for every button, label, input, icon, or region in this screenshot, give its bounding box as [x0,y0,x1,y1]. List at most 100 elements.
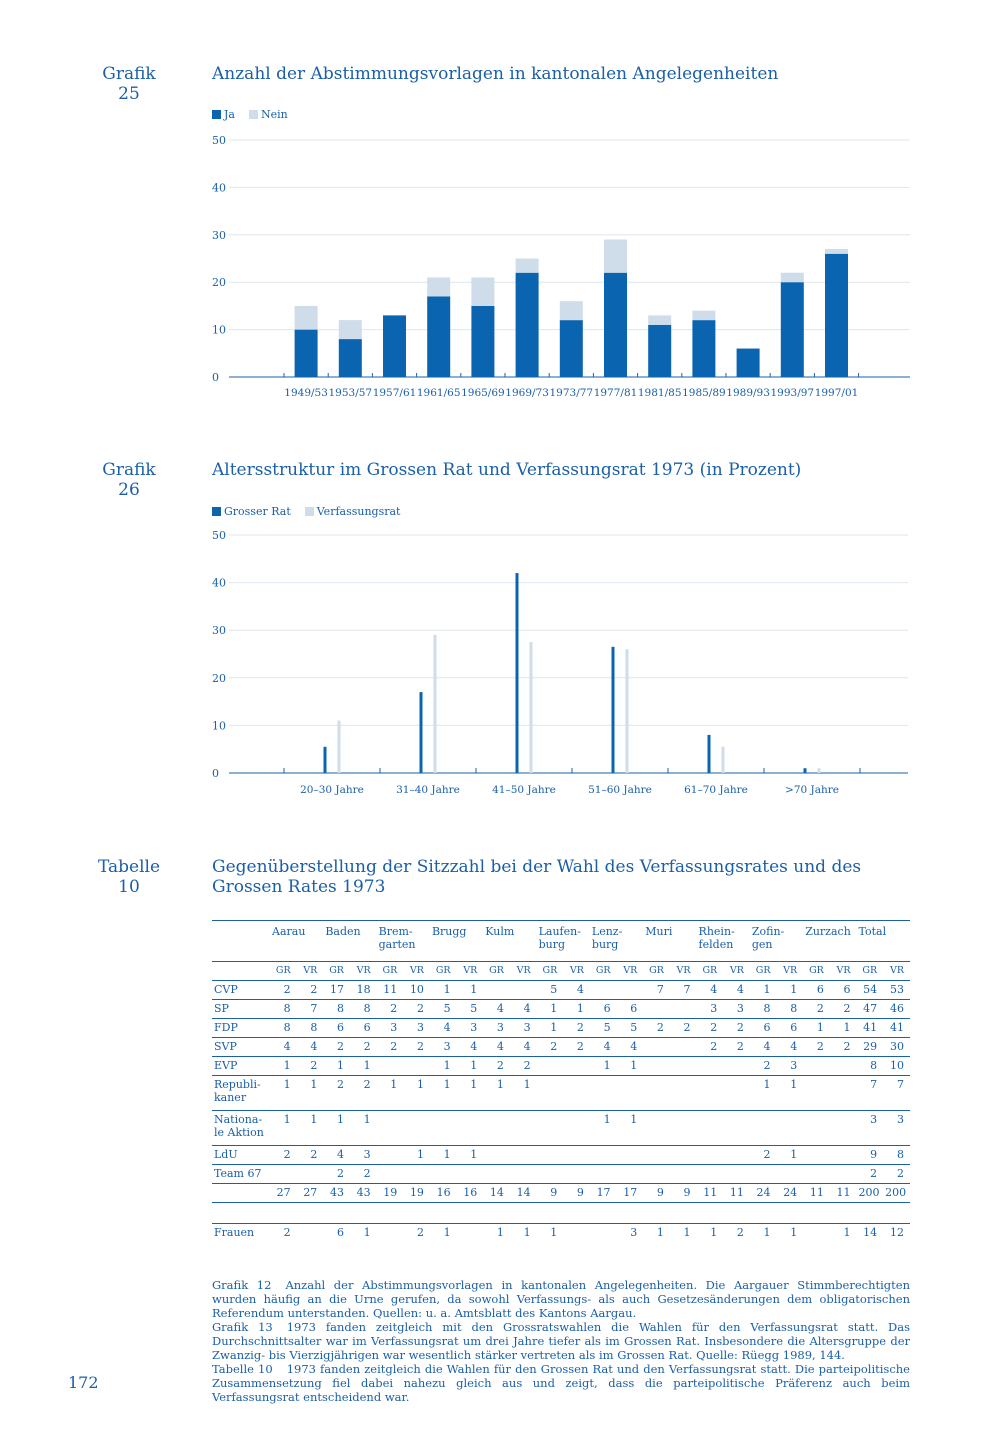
seat-value: 6 [616,999,644,1019]
bar-nein [427,277,451,297]
seat-value: 1 [270,1075,297,1111]
table-label-number: 10 [118,877,140,897]
seat-value [643,1145,670,1165]
sub-header: GR [856,961,884,981]
seat-value: 29 [856,1037,884,1057]
seat-value: 8 [270,1018,297,1038]
seat-value: 27 [270,1183,297,1203]
seat-value [563,1056,590,1076]
legend-swatch-dark [212,507,221,516]
seat-value [643,1037,670,1057]
seat-value [589,1145,617,1165]
seat-value: 4 [483,1037,510,1057]
sub-header: GR [429,961,457,981]
seat-value: 3 [776,1056,804,1076]
y-tick-label: 20 [212,672,226,685]
seat-value: 8 [296,1018,324,1038]
seat-value: 1 [536,1223,564,1242]
chart-title-25: Anzahl der Abstimmungsvorlagen in kanton… [212,64,779,84]
seat-value: 1 [296,1075,324,1111]
seat-value: 4 [509,999,537,1019]
seat-value: 2 [296,1145,324,1165]
seat-value: 4 [429,1018,457,1038]
seat-value: 2 [829,1037,857,1057]
bar-ja [515,272,539,377]
seat-value [376,1110,404,1146]
district-header: Aarau [270,920,324,962]
seat-value: 43 [323,1183,350,1203]
sub-header: GR [643,961,670,981]
bar-nein [604,239,627,273]
seat-value [723,1110,750,1146]
seat-value [669,1075,697,1111]
table-label-word: Tabelle [97,857,161,877]
seat-value [669,1145,697,1165]
seat-value: 12 [883,1223,910,1242]
x-tick-label: 1977/81 [594,387,638,399]
x-tick-label: 1973/77 [549,387,593,399]
seat-value [483,1164,510,1184]
party-label: SVP [212,1037,270,1057]
seat-value: 1 [509,1223,537,1242]
seat-value: 1 [403,1145,430,1165]
seat-value: 4 [270,1037,297,1057]
seat-value: 11 [829,1183,857,1203]
y-tick-label: 0 [212,371,219,384]
seat-value [536,1164,564,1184]
seat-value: 1 [270,1110,297,1146]
seat-value: 24 [749,1183,777,1203]
seat-value [589,1223,617,1242]
seat-value [563,1110,590,1146]
seat-value: 7 [883,1075,910,1111]
seat-value: 4 [776,1037,804,1057]
seat-value [536,1056,564,1076]
bar-ja [604,272,627,377]
seat-value: 17 [589,1183,617,1203]
legend-label: Verfassungsrat [316,505,401,518]
seat-value: 3 [509,1018,537,1038]
seat-value: 9 [563,1183,590,1203]
seat-value: 10 [883,1056,910,1076]
seat-value: 27 [296,1183,324,1203]
figure-label-26: Grafik 26 [95,460,163,500]
x-tick-label: 1985/89 [682,387,726,399]
seat-value: 7 [296,999,324,1019]
bar-nein [294,305,318,330]
seat-value: 1 [429,1223,457,1242]
bar-grosser-rat [611,646,615,773]
seat-value [723,1056,750,1076]
district-header-row: Aarau Baden Brem-garten Brugg Kulm Laufen-bur… [212,920,910,962]
seat-value: 19 [376,1183,404,1203]
seat-value: 7 [669,980,697,1000]
seat-value: 8 [883,1145,910,1165]
seat-value: 1 [749,1223,777,1242]
seat-value: 1 [429,1056,457,1076]
seat-value [829,1164,857,1184]
seat-value: 2 [509,1056,537,1076]
party-row: SVP 4 4 2 2 2 2 3 4 4 4 2 2 4 4 2 2 4 4 2 2 29 30 [212,1037,910,1057]
bar-nein [515,258,539,273]
seat-value: 14 [483,1183,510,1203]
bar-ja [427,296,451,377]
bar-verfassungsrat [337,720,341,773]
bar-nein [559,301,583,321]
seat-value: 53 [883,980,910,1000]
note-label: Tabelle 10 [212,1362,273,1376]
seat-value: 1 [749,980,777,1000]
seat-value [563,1164,590,1184]
seat-value: 2 [323,1164,350,1184]
party-row: Nationa-le Aktion 1 1 1 1 1 1 3 3 [212,1110,910,1146]
seat-value: 1 [456,1145,484,1165]
seat-value [270,1164,297,1184]
bar-ja [338,339,362,377]
seat-value [669,1164,697,1184]
seat-value [589,1164,617,1184]
seat-value: 3 [883,1110,910,1146]
party-row: Frauen 2 6 1 2 1 1 1 1 3 1 1 1 2 1 1 1 14 12 [212,1223,910,1242]
seat-value [536,1075,564,1111]
seat-value: 2 [403,1223,430,1242]
sub-header: GR [536,961,564,981]
seat-value [696,1164,724,1184]
sub-header: GR [589,961,617,981]
seat-value: 6 [776,1018,804,1038]
